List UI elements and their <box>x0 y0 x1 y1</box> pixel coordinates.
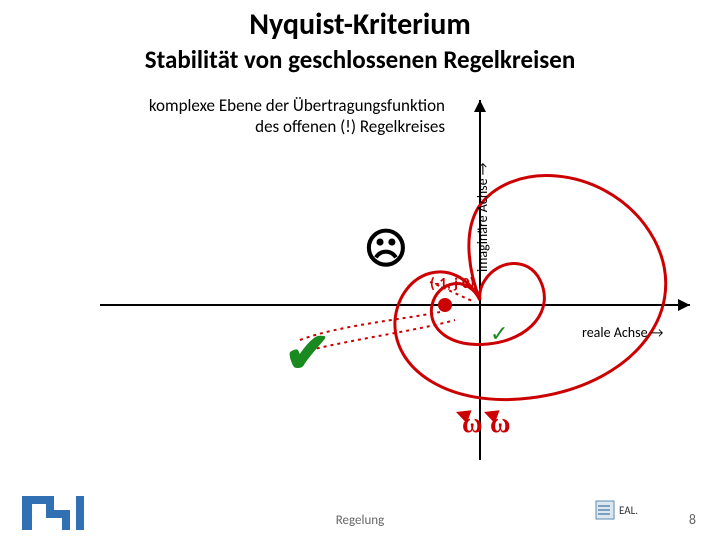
nyquist-plot <box>0 0 720 540</box>
real-axis-label: reale Achse → <box>582 324 663 341</box>
omega-label-2: ω <box>490 408 510 440</box>
eal-logo: EAL. <box>595 500 638 520</box>
checkmark-large-icon: ✔ <box>284 320 331 388</box>
tum-logo-icon <box>22 496 86 530</box>
page-number: 8 <box>689 511 696 528</box>
omega-label-1: ω <box>462 408 482 440</box>
sad-face-icon: ☹ <box>364 224 408 275</box>
checkmark-small-icon: ✓ <box>490 320 508 347</box>
slide: Nyquist-Kriterium Stabilität von geschlo… <box>0 0 720 540</box>
critical-point-label: (-1, j·0) <box>430 275 474 293</box>
imaginary-axis-label: imaginäre Achse → <box>474 163 491 272</box>
